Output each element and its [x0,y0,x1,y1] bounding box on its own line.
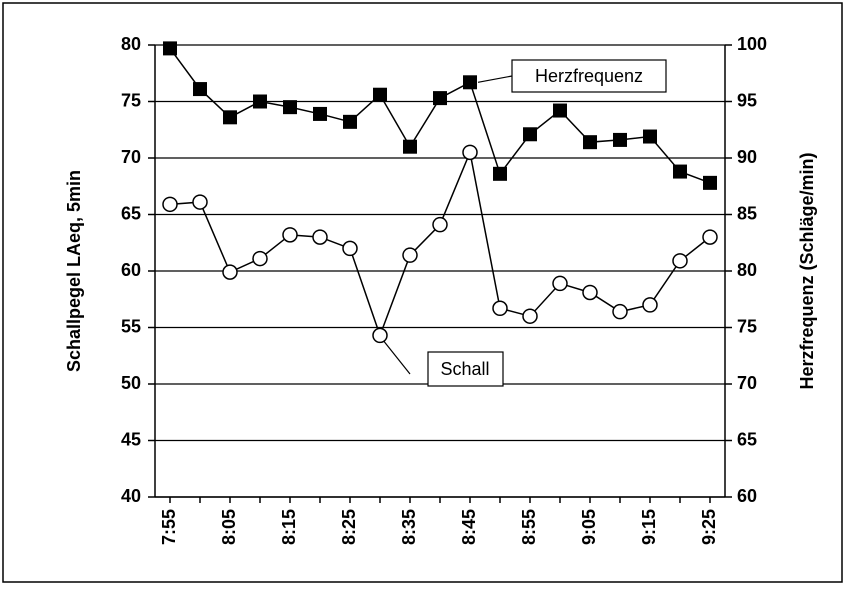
square-marker [613,132,627,147]
series-annotation: Herzfrequenz [535,66,643,86]
circle-marker [282,227,298,243]
y-tick-label: 75 [121,90,141,110]
y-tick-label: 50 [121,373,141,393]
x-tick-label: 8:25 [339,509,359,545]
square-marker [253,94,267,109]
y2-tick-label: 85 [737,203,757,223]
x-tick-label: 8:35 [399,509,419,545]
circle-marker [702,229,718,245]
y2-tick-label: 95 [737,90,757,110]
x-tick-label: 8:45 [459,509,479,545]
square-marker [403,139,417,154]
square-marker [163,41,177,56]
y-tick-label: 55 [121,316,141,336]
square-marker [523,127,537,142]
x-tick-label: 9:25 [699,509,719,545]
y2-tick-label: 65 [737,429,757,449]
square-marker [343,114,357,129]
x-tick-label: 7:55 [159,509,179,545]
y2-axis-title: Herzfrequenz (Schläge/min) [797,152,817,389]
y2-tick-label: 80 [737,260,757,280]
circle-marker [642,297,658,313]
y2-tick-label: 75 [737,316,757,336]
square-marker [313,106,327,121]
series-annotation: Schall [440,359,489,379]
y2-tick-label: 70 [737,373,757,393]
circle-marker [522,308,538,324]
x-tick-label: 8:15 [279,509,299,545]
y-tick-label: 40 [121,486,141,506]
square-marker [433,91,447,106]
square-marker [463,75,477,90]
circle-marker [372,327,388,344]
circle-marker [252,250,268,267]
y-tick-label: 60 [121,260,141,280]
y-tick-label: 65 [121,203,141,223]
circle-marker [672,253,688,269]
circle-marker [402,247,418,263]
square-marker [193,82,207,97]
circle-marker [462,144,478,161]
circle-marker [162,196,178,213]
square-marker [553,103,567,118]
y-tick-label: 45 [121,429,141,449]
circle-marker [582,284,598,301]
square-marker [223,110,237,125]
y2-tick-label: 60 [737,486,757,506]
annotation-box [427,351,504,387]
square-marker [643,129,657,144]
square-marker [703,175,717,190]
leader-line [477,75,513,83]
square-marker [373,87,387,102]
y2-tick-label: 100 [737,34,767,54]
x-tick-label: 9:05 [579,509,599,545]
leader-line [383,341,411,375]
y-axis-title: Schallpegel LAeq, 5min [64,170,84,372]
x-tick-label: 8:55 [519,509,539,545]
y2-tick-label: 90 [737,147,757,167]
circle-marker [432,216,448,233]
square-marker [283,100,297,115]
square-marker [583,135,597,150]
circle-marker [342,240,358,257]
annotation-box [511,59,667,93]
x-tick-label: 8:05 [219,509,239,545]
circle-marker [312,229,328,245]
circle-marker [612,303,628,320]
x-tick-label: 9:15 [639,509,659,545]
circle-marker [492,300,508,317]
y-tick-label: 80 [121,34,141,54]
square-marker [493,166,507,181]
square-marker [673,164,687,179]
y-tick-label: 70 [121,147,141,167]
circle-marker [222,264,238,280]
circle-marker [552,275,568,292]
circle-marker [192,194,208,210]
